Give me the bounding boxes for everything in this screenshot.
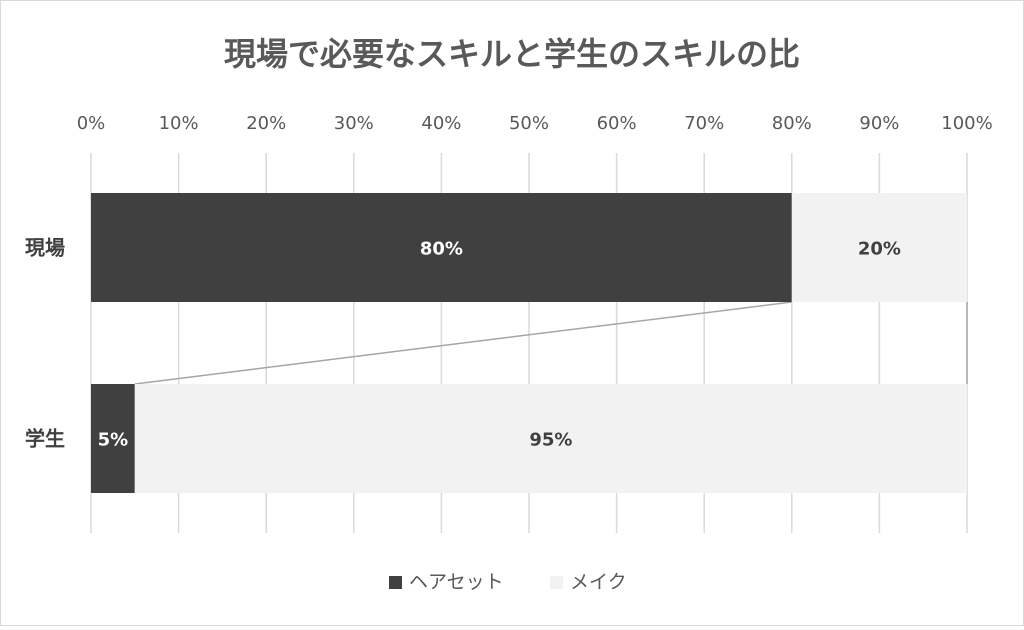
legend-swatch [550, 576, 563, 589]
data-label: 5% [98, 430, 129, 451]
x-tick-label: 50% [509, 113, 549, 134]
data-label: 95% [529, 430, 572, 451]
x-tick-label: 60% [597, 113, 637, 134]
bars: 80% 20% 5% 95% [91, 193, 968, 493]
bar-segment [91, 193, 792, 302]
x-tick-label: 90% [859, 113, 899, 134]
x-tick-label: 100% [941, 113, 992, 134]
bar-segment [91, 384, 135, 493]
x-tick-label: 0% [77, 113, 106, 134]
x-tick-label: 20% [246, 113, 286, 134]
legend-label: メイク [570, 571, 627, 593]
bar-segment [134, 384, 968, 493]
data-label: 20% [858, 239, 901, 260]
series-line [134, 301, 792, 385]
category-label: 学生 [25, 427, 65, 451]
chart-title: 現場で必要なスキルと学生のスキルの比 [224, 35, 800, 73]
x-tick-label: 40% [421, 113, 461, 134]
x-tick-label: 30% [334, 113, 374, 134]
data-label: 80% [420, 239, 463, 260]
legend-label: ヘアセット [409, 571, 504, 593]
x-tick-label: 80% [772, 113, 812, 134]
legend-swatch [389, 576, 402, 589]
category-label: 現場 [25, 236, 65, 260]
x-tick-label: 10% [159, 113, 199, 134]
x-axis-tick-labels: 0% 10% 20% 30% 40% 50% 60% 70% 80% 90% 100% [77, 113, 993, 134]
bar-segment [791, 193, 967, 302]
x-tick-label: 70% [684, 113, 724, 134]
series-lines [134, 301, 968, 385]
legend: ヘアセット メイク [389, 571, 627, 593]
